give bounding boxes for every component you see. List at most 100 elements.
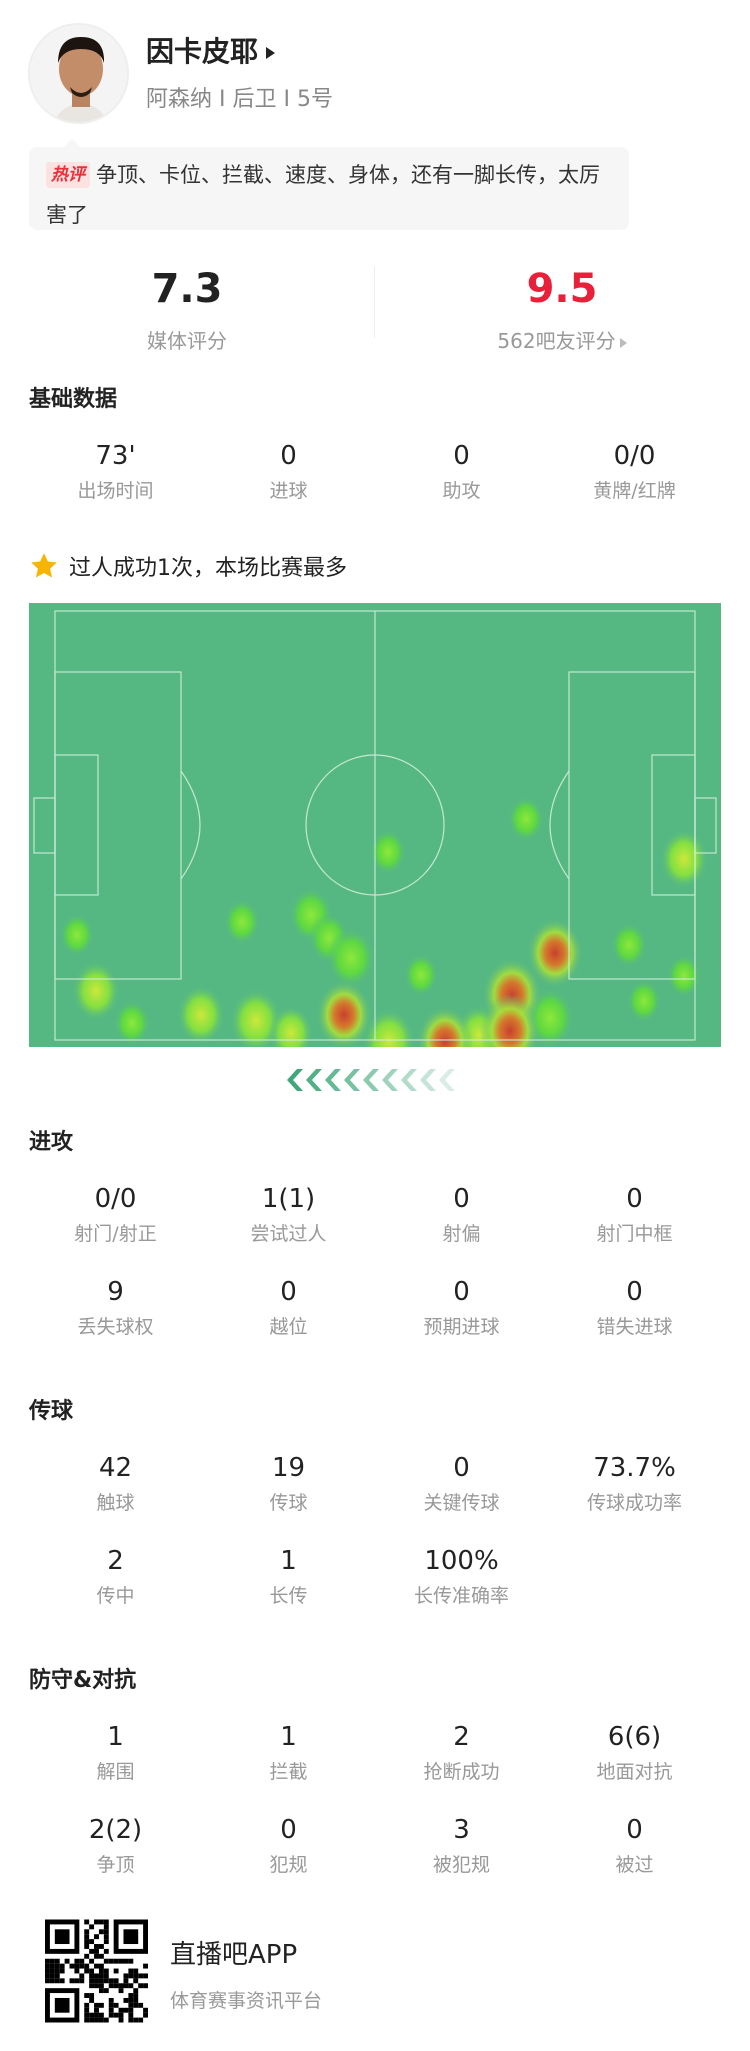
basic-data-heading: 基础数据 <box>29 387 118 412</box>
attack-stat: 0 射门中框 <box>548 1184 721 1246</box>
stat-label: 抢断成功 <box>423 1761 500 1783</box>
stat-label: 犯规 <box>269 1854 308 1876</box>
media-rating-label: 媒体评分 <box>147 329 227 353</box>
heat-spot <box>611 922 647 968</box>
caret-right-icon <box>266 47 276 59</box>
hot-comment-text: 争顶、卡位、拦截、速度、身体，还有一脚长传，太厉害了 <box>46 163 600 227</box>
heatmap-blobs <box>60 796 708 1047</box>
attack-stat: 0 预期进球 <box>375 1277 548 1339</box>
basic-stat: 73' 出场时间 <box>29 441 202 503</box>
stat-value: 1 <box>280 1722 297 1752</box>
player-info: 阿森纳 I 后卫 I 5号 <box>146 87 333 112</box>
highlight-text: 过人成功1次，本场比赛最多 <box>69 556 347 581</box>
attack-stat: 0 射偏 <box>375 1184 548 1246</box>
stat-label: 传中 <box>96 1585 135 1607</box>
stat-value: 0 <box>626 1184 643 1214</box>
stat-label: 关键传球 <box>423 1492 500 1514</box>
defense-stat: 1 拦截 <box>202 1722 375 1784</box>
stat-label: 错失进球 <box>596 1316 673 1338</box>
stat-label: 尝试过人 <box>250 1223 327 1245</box>
chevron-left-icon <box>325 1069 341 1091</box>
stat-label: 解围 <box>96 1761 135 1783</box>
qr-code[interactable] <box>45 1919 148 2023</box>
heat-spot <box>269 1005 313 1047</box>
heat-spot <box>404 953 438 997</box>
stat-label: 射门中框 <box>596 1223 673 1245</box>
stat-label: 被过 <box>615 1854 654 1876</box>
player-name-link[interactable]: 因卡皮耶 <box>146 34 276 70</box>
defense-stat: 2(2) 争顶 <box>29 1815 202 1877</box>
player-avatar[interactable] <box>28 23 129 124</box>
heat-spot <box>230 988 282 1047</box>
chevron-left-icon <box>363 1069 379 1091</box>
defense-stat: 1 解围 <box>29 1722 202 1784</box>
stat-value: 1 <box>280 1546 297 1576</box>
stat-label: 拦截 <box>269 1761 308 1783</box>
attack-stat: 0 错失进球 <box>548 1277 721 1339</box>
basic-stat: 0/0 黄牌/红牌 <box>548 441 721 503</box>
stat-label: 预期进球 <box>423 1316 500 1338</box>
defense-stat: 0 被过 <box>548 1815 721 1877</box>
passing-stat: 19 传球 <box>202 1453 375 1515</box>
attack-stat: 0 越位 <box>202 1277 375 1339</box>
player-name: 因卡皮耶 <box>146 35 259 68</box>
heat-spot <box>224 899 260 945</box>
heat-spot <box>627 979 661 1023</box>
stat-value: 0 <box>453 1277 470 1307</box>
stat-label: 被犯规 <box>432 1854 490 1876</box>
stat-label: 越位 <box>269 1316 308 1338</box>
stat-value: 0 <box>280 1815 297 1845</box>
defense-stat: 0 犯规 <box>202 1815 375 1877</box>
heat-spot <box>114 1000 150 1046</box>
chevron-left-icon <box>420 1069 436 1091</box>
heatmap-pitch <box>29 603 721 1047</box>
stat-label: 长传 <box>269 1585 308 1607</box>
stat-value: 3 <box>453 1815 470 1845</box>
stat-value: 0 <box>453 441 470 471</box>
heat-spot <box>72 961 120 1021</box>
stat-label: 进球 <box>269 480 308 502</box>
stat-value: 2 <box>453 1722 470 1752</box>
media-rating: 7.3 <box>151 266 223 312</box>
player-photo <box>30 25 127 122</box>
stat-value: 19 <box>271 1453 306 1483</box>
heat-spot <box>417 1006 473 1047</box>
stat-label: 争顶 <box>96 1854 135 1876</box>
stat-value: 6(6) <box>607 1722 662 1752</box>
stat-value: 2(2) <box>88 1815 143 1845</box>
passing-stat: 0 关键传球 <box>375 1453 548 1515</box>
fan-rating-label: 562吧友评分 <box>497 329 616 353</box>
heat-spot <box>177 985 225 1045</box>
heat-spot <box>370 829 406 875</box>
attack-stat: 9 丢失球权 <box>29 1277 202 1339</box>
star-icon <box>31 553 57 578</box>
chevron-left-icon <box>401 1069 417 1091</box>
attack-heading: 进攻 <box>29 1130 74 1155</box>
stat-label: 射偏 <box>442 1223 481 1245</box>
hot-comment-box <box>29 147 629 230</box>
fan-rating-link[interactable]: 562吧友评分 <box>412 325 712 354</box>
stat-value: 1 <box>107 1722 124 1752</box>
stat-value: 2 <box>107 1546 124 1576</box>
stat-label: 传球 <box>269 1492 308 1514</box>
stat-value: 1(1) <box>261 1184 316 1214</box>
stat-value: 0 <box>626 1815 643 1845</box>
heat-spot <box>327 928 375 988</box>
stat-value: 0 <box>280 441 297 471</box>
caret-right-icon <box>619 338 627 348</box>
defense-stat: 3 被犯规 <box>375 1815 548 1877</box>
hot-comment-tag: 热评 <box>46 162 90 188</box>
rating-divider <box>374 266 375 338</box>
stat-label: 出场时间 <box>77 480 154 502</box>
stat-value: 0 <box>280 1277 297 1307</box>
stat-value: 73.7% <box>593 1453 676 1483</box>
stat-label: 助攻 <box>442 480 481 502</box>
stat-value: 42 <box>98 1453 133 1483</box>
chevron-left-icon <box>306 1069 322 1091</box>
passing-stat: 2 传中 <box>29 1546 202 1608</box>
app-subtitle: 体育赛事资讯平台 <box>170 1990 323 2012</box>
stat-label: 传球成功率 <box>586 1492 682 1514</box>
attack-direction-chevrons <box>287 1069 455 1091</box>
attack-stat: 0/0 射门/射正 <box>29 1184 202 1246</box>
chevron-left-icon <box>287 1069 303 1091</box>
